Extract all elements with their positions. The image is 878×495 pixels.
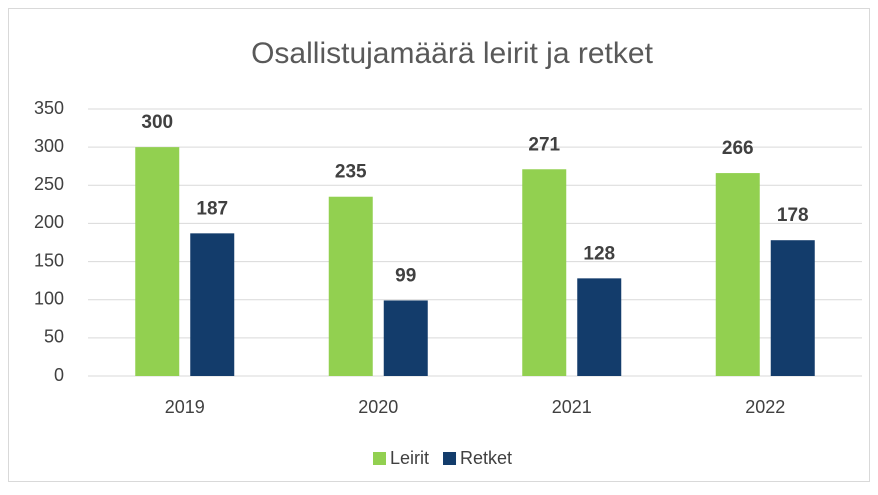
bar: [715, 173, 760, 376]
legend-label: Leirit: [390, 448, 429, 468]
bar: [770, 240, 815, 376]
bar: [522, 169, 567, 376]
bar: [383, 300, 428, 376]
x-tick-label: 2019: [165, 397, 205, 417]
y-tick-label: 150: [34, 250, 64, 270]
data-label: 271: [528, 134, 560, 155]
data-label: 99: [395, 265, 416, 286]
legend-label: Retket: [460, 448, 512, 468]
y-tick-label: 350: [34, 98, 64, 118]
bar: [328, 196, 373, 376]
x-tick-label: 2021: [552, 397, 592, 417]
bar: [190, 233, 235, 376]
bar: [577, 278, 622, 376]
legend-swatch: [443, 452, 457, 465]
data-label: 300: [141, 112, 173, 133]
data-label: 178: [777, 205, 809, 226]
y-tick-label: 100: [34, 288, 64, 308]
x-tick-label: 2020: [358, 397, 398, 417]
y-tick-label: 250: [34, 174, 64, 194]
y-tick-label: 50: [44, 327, 64, 347]
legend-swatch: [373, 452, 386, 465]
x-tick-label: 2022: [745, 397, 785, 417]
data-label: 187: [196, 198, 228, 219]
data-label: 266: [722, 138, 754, 159]
bar: [135, 147, 180, 376]
y-tick-label: 200: [34, 212, 64, 232]
y-tick-label: 0: [54, 365, 64, 385]
chart-title: Osallistujamäärä leirit ja retket: [251, 37, 653, 70]
y-tick-label: 300: [34, 136, 64, 156]
data-label: 128: [583, 243, 615, 264]
data-label: 235: [335, 162, 367, 183]
